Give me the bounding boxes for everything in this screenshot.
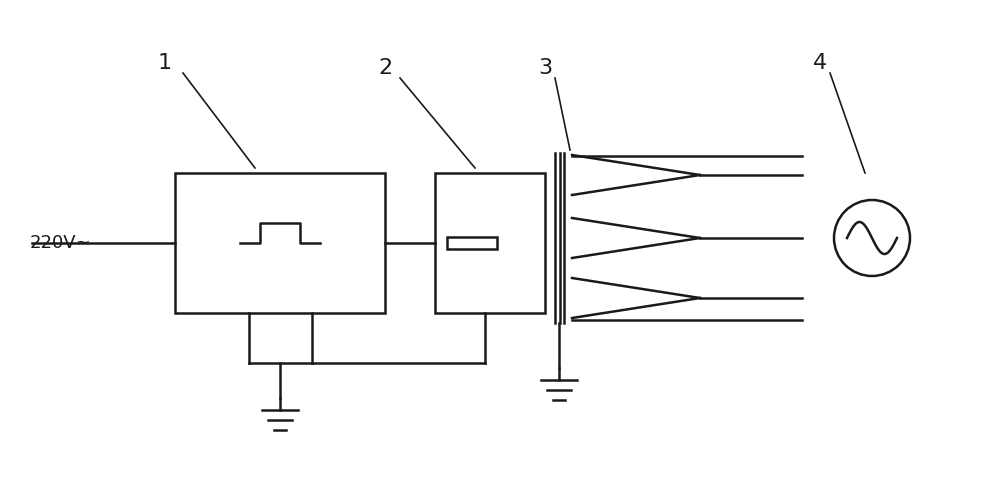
Text: 3: 3 [538,58,552,78]
Text: 1: 1 [158,53,172,73]
Text: 4: 4 [813,53,827,73]
Text: 220V~: 220V~ [30,234,92,252]
Text: 2: 2 [378,58,392,78]
